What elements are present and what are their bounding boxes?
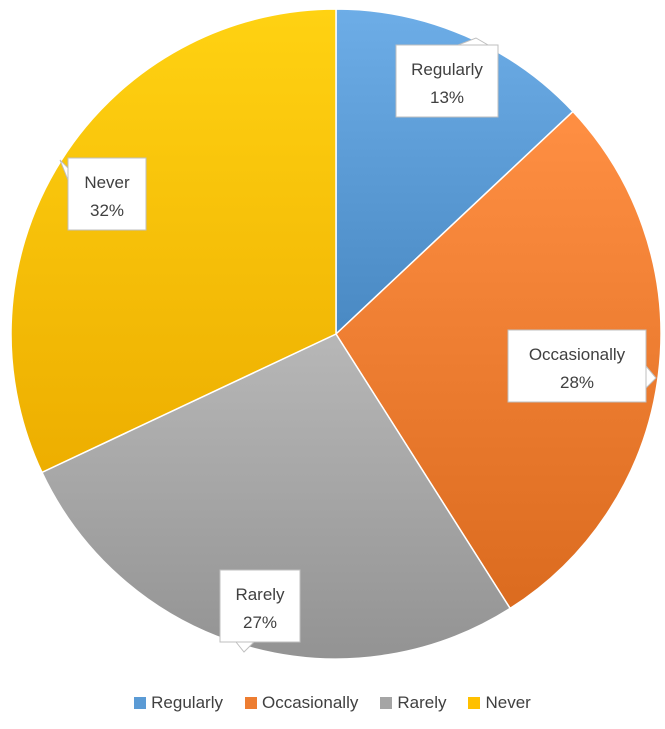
legend-swatch xyxy=(380,697,393,709)
data-label-value: 27% xyxy=(243,613,277,632)
legend-label: Never xyxy=(485,693,531,712)
legend-label: Regularly xyxy=(151,693,223,712)
legend-label: Occasionally xyxy=(261,693,359,712)
pie-slice-never[interactable] xyxy=(10,8,337,474)
legend: Regularly Occasionally Rarely Never xyxy=(0,688,665,718)
slices-layer xyxy=(10,8,662,660)
pie-slice-regularly[interactable] xyxy=(335,8,574,336)
data-label-box xyxy=(219,569,301,643)
legend-swatch xyxy=(244,697,257,709)
legend-swatch xyxy=(468,697,481,709)
legend-item-regularly[interactable]: Regularly xyxy=(134,693,223,713)
data-label-pointer xyxy=(234,641,256,653)
data-label-pointer xyxy=(59,159,69,181)
data-label-pointer xyxy=(457,37,490,46)
data-label-category: Occasionally xyxy=(529,345,626,364)
data-label-never: Never 32% xyxy=(59,157,147,231)
data-label-value: 28% xyxy=(560,373,594,392)
data-label-category: Rarely xyxy=(235,585,285,604)
data-label-box xyxy=(67,157,147,231)
data-label-box xyxy=(507,329,647,403)
pie-slice-occasionally[interactable] xyxy=(335,110,662,610)
data-label-occasionally: Occasionally 28% xyxy=(507,329,657,403)
data-label-regularly: Regularly 13% xyxy=(395,37,499,118)
data-label-box xyxy=(395,44,499,118)
legend-swatch xyxy=(134,697,147,709)
data-label-value: 32% xyxy=(90,201,124,220)
data-label-category: Never xyxy=(84,173,130,192)
data-label-rarely: Rarely 27% xyxy=(219,569,301,653)
data-label-category: Regularly xyxy=(411,60,483,79)
legend-item-never[interactable]: Never xyxy=(468,693,531,713)
legend-label: Rarely xyxy=(397,693,447,712)
data-labels-layer: Regularly 13% Occasionally 28% Rarely 27% Neve… xyxy=(59,37,657,653)
data-label-value: 13% xyxy=(430,88,464,107)
legend-item-rarely[interactable]: Rarely xyxy=(380,693,446,713)
legend-item-occasionally[interactable]: Occasionally xyxy=(244,693,359,713)
data-label-pointer xyxy=(645,364,657,390)
